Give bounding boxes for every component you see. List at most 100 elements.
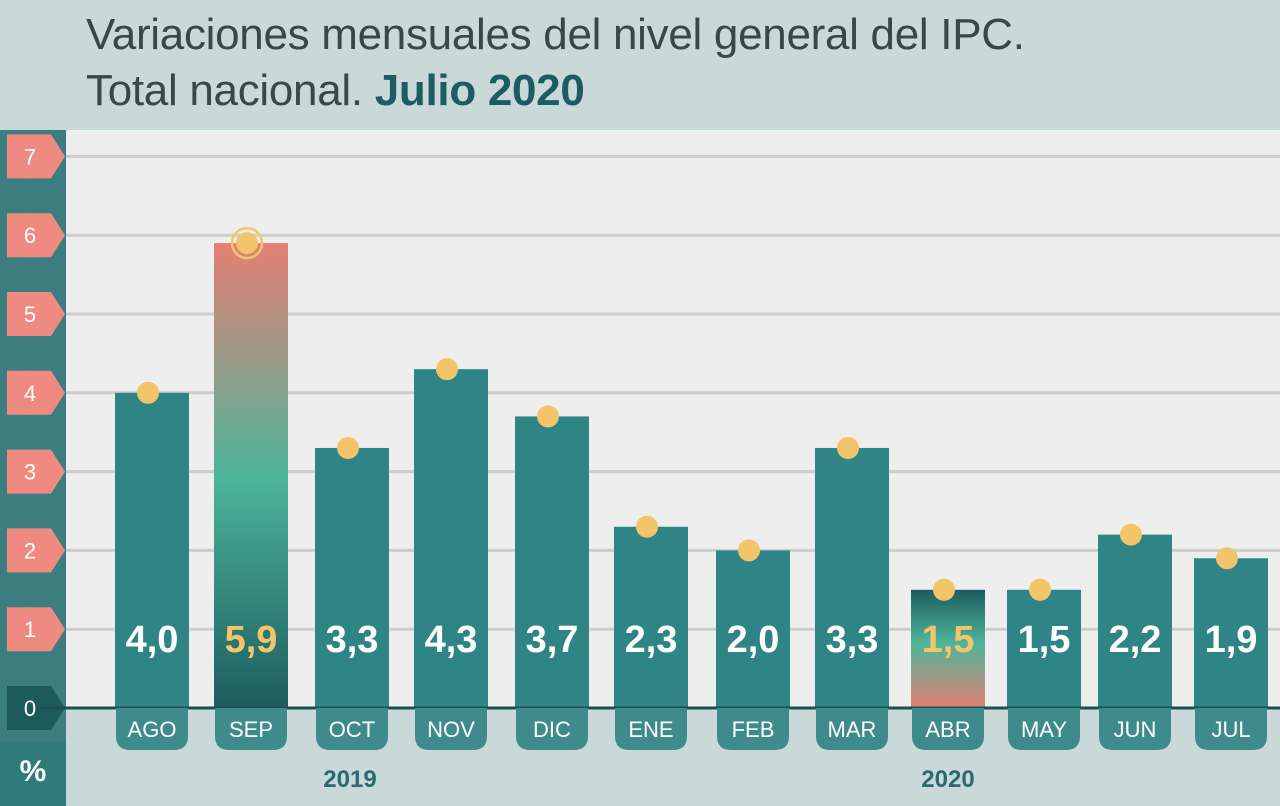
bar-value-label: 3,7 xyxy=(526,619,579,661)
category-tab-nov: NOV xyxy=(415,708,487,750)
category-tab-sep: SEP xyxy=(215,708,287,750)
y-tick-label: 7 xyxy=(24,144,36,169)
category-label: JUN xyxy=(1114,717,1157,742)
y-tick: 1 xyxy=(7,607,65,652)
category-tab-feb: FEB xyxy=(717,708,789,750)
category-tab-shape xyxy=(615,708,687,750)
category-label: JUL xyxy=(1211,717,1250,742)
y-tick-bubble-round xyxy=(8,134,52,179)
bar-value-label: 3,3 xyxy=(826,619,879,661)
y-tick-label: 3 xyxy=(24,460,36,485)
x-axis-categories: AGO SEP OCT NOV DIC ENE FEB MAR ABR MAY JUN JUL xyxy=(116,708,1267,750)
y-tick: 4 xyxy=(7,370,65,415)
y-axis-ticks: 0 1 2 3 4 5 6 7 xyxy=(7,134,65,730)
category-tab-shape xyxy=(516,708,588,750)
bar-value-label: 4,0 xyxy=(126,619,179,661)
category-label: OCT xyxy=(329,717,375,742)
year-label-2020: 2020 xyxy=(921,766,974,793)
bar-value-label: 5,9 xyxy=(225,619,278,661)
bar-value-label: 3,3 xyxy=(326,619,379,661)
bar-marker xyxy=(1216,547,1238,570)
bar-value-label: 1,9 xyxy=(1205,619,1258,661)
y-tick: 2 xyxy=(7,528,65,573)
bar-group-sep: 5,9 xyxy=(214,226,288,708)
bar-marker xyxy=(537,405,559,428)
y-tick-label: 1 xyxy=(24,617,36,642)
bar-group-jun: 2,2 xyxy=(1098,523,1172,708)
category-tab-shape xyxy=(1099,708,1171,750)
category-label: MAY xyxy=(1021,717,1067,742)
bar-marker xyxy=(1120,523,1142,546)
category-tab-shape xyxy=(116,708,188,750)
y-tick-bubble-round xyxy=(8,292,52,336)
category-label: FEB xyxy=(732,717,775,742)
bar-value-label: 2,2 xyxy=(1109,619,1162,661)
bar-abr xyxy=(911,589,985,708)
chart-title-highlight: Julio 2020 xyxy=(374,66,585,115)
category-tab-mar: MAR xyxy=(816,708,888,750)
y-tick-bubble-round xyxy=(8,213,52,258)
bar-marker xyxy=(933,578,955,601)
category-label: MAR xyxy=(828,717,877,742)
bar-group-ene: 2,3 xyxy=(614,515,688,708)
category-tab-shape xyxy=(717,708,789,750)
category-tab-jul: JUL xyxy=(1195,708,1267,750)
category-tab-abr: ABR xyxy=(912,708,984,750)
bar-nov xyxy=(414,369,488,708)
y-tick-label: 2 xyxy=(24,538,36,563)
bar-jun xyxy=(1098,534,1172,708)
y-tick-bubble-round xyxy=(8,528,52,573)
category-tab-shape xyxy=(415,708,487,750)
y-tick-label: 5 xyxy=(24,302,36,327)
bar-group-mar: 3,3 xyxy=(815,436,889,708)
y-tick-label: 0 xyxy=(24,696,36,721)
chart-title-line1: Variaciones mensuales del nivel general … xyxy=(86,10,1025,59)
category-label: ABR xyxy=(925,717,970,742)
category-label: AGO xyxy=(128,717,177,742)
y-tick-label: 4 xyxy=(24,381,36,406)
bar-ago xyxy=(115,392,189,708)
bar-group-nov: 4,3 xyxy=(414,358,488,708)
category-label: NOV xyxy=(427,717,475,742)
y-tick-bubble-round xyxy=(8,686,52,730)
category-tab-shape xyxy=(1008,708,1080,750)
bar-dic xyxy=(515,416,589,708)
bar-group-abr: 1,5 xyxy=(911,578,985,708)
bar-group-dic: 3,7 xyxy=(515,405,589,708)
y-tick-bubble-round xyxy=(8,607,52,652)
category-label: ENE xyxy=(628,717,673,742)
bar-value-label: 2,3 xyxy=(625,619,678,661)
bar-value-label: 1,5 xyxy=(922,619,975,661)
category-tab-shape xyxy=(215,708,287,750)
bar-group-jul: 1,9 xyxy=(1194,547,1268,708)
category-tab-oct: OCT xyxy=(316,708,388,750)
bar-group-ago: 4,0 xyxy=(115,381,189,708)
category-label: SEP xyxy=(229,717,273,742)
unit-label: % xyxy=(0,742,66,806)
bar-marker xyxy=(337,436,359,459)
category-tab-ene: ENE xyxy=(615,708,687,750)
bar-value-label: 4,3 xyxy=(425,619,478,661)
chart-title-line2: Total nacional. Julio 2020 xyxy=(86,66,585,116)
bar-value-label: 2,0 xyxy=(727,619,780,661)
bar-value-label: 1,5 xyxy=(1018,619,1071,661)
bar-sep xyxy=(214,243,288,708)
y-tick: 3 xyxy=(7,449,65,494)
category-tab-may: MAY xyxy=(1008,708,1080,750)
category-label: DIC xyxy=(533,717,571,742)
bar-group-may: 1,5 xyxy=(1007,578,1081,708)
y-tick-label: 6 xyxy=(24,223,36,248)
y-tick: 5 xyxy=(7,292,65,336)
bar-jul xyxy=(1194,558,1268,708)
bar-mar xyxy=(815,447,889,708)
y-tick: 0 xyxy=(7,686,65,730)
category-tab-shape xyxy=(1195,708,1267,750)
bar-marker xyxy=(137,381,159,404)
bars: 4,0 5,9 3,3 4,3 3,7 2,3 2,0 3,3 1,5 1,5 2,2 1,9 xyxy=(115,226,1268,708)
bar-marker xyxy=(436,358,458,381)
category-tab-shape xyxy=(316,708,388,750)
bar-feb xyxy=(716,550,790,708)
year-labels: 2019 2020 xyxy=(323,766,974,793)
bar-marker xyxy=(738,539,760,562)
